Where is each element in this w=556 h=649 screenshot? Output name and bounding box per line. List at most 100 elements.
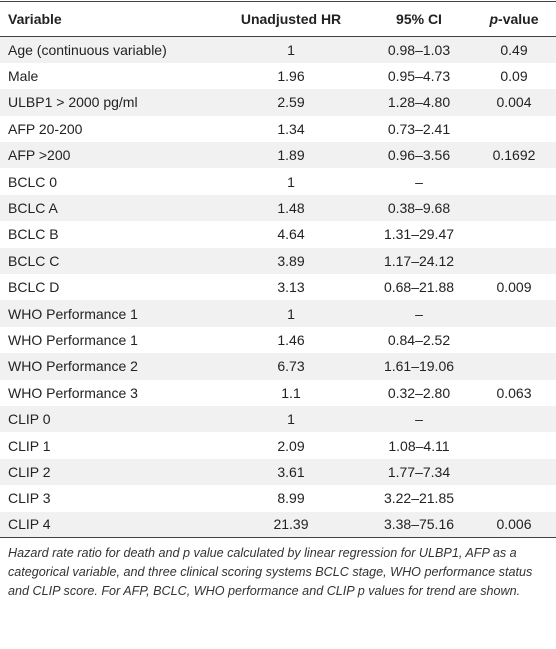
table-cell: 0.32–2.80 xyxy=(387,384,451,401)
table-cell: 0.006 xyxy=(496,516,532,533)
header-text: 95% CI xyxy=(396,11,442,27)
table-cell: AFP >200 xyxy=(8,147,71,164)
table-cell: CLIP 0 xyxy=(8,411,51,428)
table-cell: BCLC B xyxy=(8,226,59,243)
table-row: BCLC C 3.89 1.17–24.12 xyxy=(0,247,556,275)
header-text: Variable xyxy=(8,11,62,27)
table-cell: 1.46 xyxy=(277,331,305,348)
table-cell: 1.17–24.12 xyxy=(383,252,455,269)
table-cell: 1.61–19.06 xyxy=(383,358,455,375)
table-cell: 1.1 xyxy=(281,384,301,401)
table-cell xyxy=(472,248,556,274)
table-cell xyxy=(472,195,556,221)
table-cell: Age (continuous variable) xyxy=(8,41,167,58)
table-cell: 1.89 xyxy=(277,147,305,164)
table-cell: 2.09 xyxy=(277,437,305,454)
table-cell: AFP 20-200 xyxy=(8,120,83,137)
table-cell xyxy=(472,485,556,511)
header-cell: Unadjusted HR xyxy=(216,2,366,37)
table-cell: 3.38–75.16 xyxy=(383,516,455,533)
table-cell: 3.13 xyxy=(277,279,305,296)
table-cell: 1 xyxy=(287,305,295,322)
table-cell xyxy=(472,327,556,353)
table-row: WHO Performance 3 1.1 0.32–2.80 0.063 xyxy=(0,380,556,406)
table-cell: CLIP 4 xyxy=(8,516,51,533)
table-cell: 0.98–1.03 xyxy=(387,41,451,58)
table-cell: CLIP 1 xyxy=(8,437,51,454)
table-cell: WHO Performance 2 xyxy=(8,358,138,375)
table-cell: 0.09 xyxy=(500,68,528,85)
table-row: BCLC B 4.64 1.31–29.47 xyxy=(0,221,556,247)
table-cell: 8.99 xyxy=(277,490,305,507)
table-cell: 6.73 xyxy=(277,358,305,375)
table-cell: 0.004 xyxy=(496,94,532,111)
table-cell: BCLC C xyxy=(8,252,60,269)
table-row: BCLC 0 1 – xyxy=(0,168,556,194)
table-cell: 3.89 xyxy=(277,252,305,269)
table-cell: 1.48 xyxy=(277,200,305,217)
table-cell xyxy=(472,116,556,142)
table-cell xyxy=(472,300,556,326)
table-row: AFP 20-200 1.34 0.73–2.41 xyxy=(0,116,556,142)
table-cell: CLIP 3 xyxy=(8,490,51,507)
table-cell: BCLC D xyxy=(8,279,60,296)
table-cell: 1.34 xyxy=(277,120,305,137)
table-cell: ULBP1 > 2000 pg/ml xyxy=(8,94,138,111)
results-table: Variable Unadjusted HR 95% CI p-value Age (… xyxy=(0,1,556,538)
table-row: CLIP 2 3.61 1.77–7.34 xyxy=(0,458,556,486)
table-cell: 0.009 xyxy=(496,279,532,296)
table-cell: 2.59 xyxy=(277,94,305,111)
header-cell: Variable xyxy=(0,2,216,37)
table-cell xyxy=(472,221,556,247)
table-cell: 4.64 xyxy=(277,226,305,243)
table-cell: CLIP 2 xyxy=(8,463,51,480)
table-row: CLIP 0 1 – xyxy=(0,405,556,433)
table-row: Male 1.96 0.95–4.73 0.09 xyxy=(0,63,556,89)
footnote: Hazard rate ratio for death and p value … xyxy=(8,546,533,599)
table-row: CLIP 4 21.39 3.38–75.16 0.006 xyxy=(0,511,556,538)
table-cell xyxy=(472,406,556,432)
table-cell: Male xyxy=(8,68,39,85)
header-text: Unadjusted HR xyxy=(240,11,342,27)
header-row: Variable Unadjusted HR 95% CI p-value xyxy=(0,1,556,37)
table-cell: 0.95–4.73 xyxy=(387,68,451,85)
table-cell: BCLC 0 xyxy=(8,173,58,190)
table-row: WHO Performance 2 6.73 1.61–19.06 xyxy=(0,353,556,380)
table-cell: 0.1692 xyxy=(492,147,536,164)
table-row: AFP >200 1.89 0.96–3.56 0.1692 xyxy=(0,142,556,169)
table-cell xyxy=(472,353,556,379)
table-row: BCLC A 1.48 0.38–9.68 xyxy=(0,194,556,222)
table-cell xyxy=(472,432,556,458)
table-cell: 21.39 xyxy=(273,516,309,533)
header-text: p-value xyxy=(489,11,539,27)
table-cell: – xyxy=(415,411,423,428)
table-cell: 0.96–3.56 xyxy=(387,147,451,164)
table-cell: WHO Performance 3 xyxy=(8,384,138,401)
table-cell: 0.063 xyxy=(496,384,532,401)
table-cell: 0.84–2.52 xyxy=(387,331,451,348)
table-row: BCLC D 3.13 0.68–21.88 0.009 xyxy=(0,274,556,300)
table-cell: 1 xyxy=(287,41,295,58)
table-row: CLIP 1 2.09 1.08–4.11 xyxy=(0,432,556,458)
table-cell: 0.73–2.41 xyxy=(387,120,451,137)
table-cell: 1 xyxy=(287,173,295,190)
table-cell: 0.49 xyxy=(500,41,528,58)
table-cell: BCLC A xyxy=(8,200,58,217)
table-row: ULBP1 > 2000 pg/ml 2.59 1.28–4.80 0.004 xyxy=(0,89,556,116)
table-row: CLIP 3 8.99 3.22–21.85 xyxy=(0,485,556,511)
table-cell: 1.31–29.47 xyxy=(383,226,455,243)
table-cell: 3.61 xyxy=(277,463,305,480)
table-cell: 1.28–4.80 xyxy=(387,94,451,111)
table-cell: 1.08–4.11 xyxy=(388,437,450,454)
table-cell: 0.68–21.88 xyxy=(383,279,455,296)
table-cell: – xyxy=(415,305,423,322)
table-cell: – xyxy=(415,173,423,190)
table-cell: WHO Performance 1 xyxy=(8,331,138,348)
table-cell xyxy=(472,459,556,485)
table-cell: 1.77–7.34 xyxy=(387,463,451,480)
table-cell: 1.96 xyxy=(277,68,305,85)
table-row: WHO Performance 1 1 – xyxy=(0,300,556,327)
table-cell: 0.38–9.68 xyxy=(387,200,451,217)
table-cell xyxy=(472,168,556,194)
